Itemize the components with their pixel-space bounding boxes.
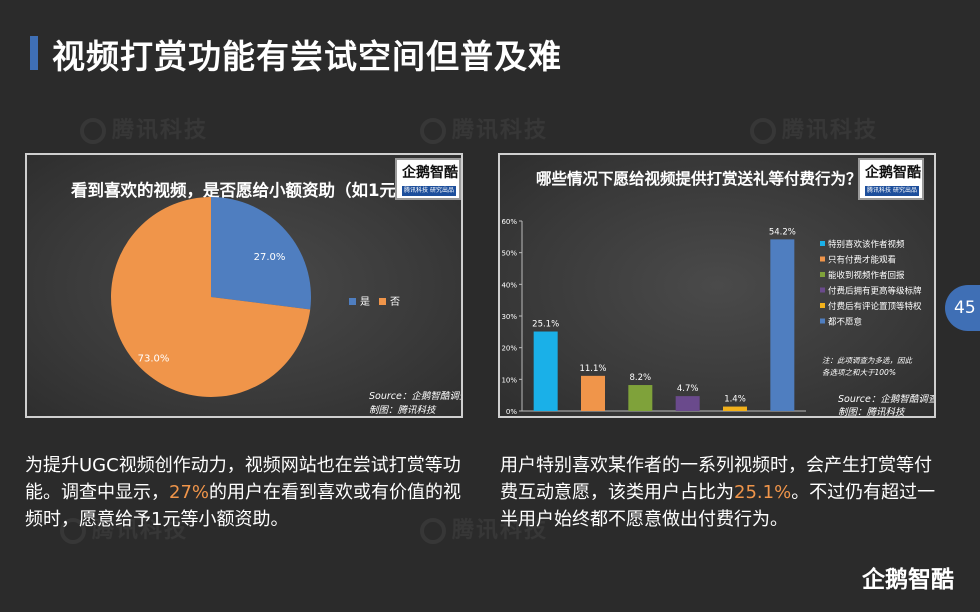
bar-chart: 0% 10% 20% 30% 40% 50% 60% 25.1% 11.1% 8.2% 4.7% 1.…	[501, 218, 922, 416]
legend-swatch	[820, 303, 825, 308]
bar-data-label: 54.2%	[769, 227, 796, 237]
bar	[533, 331, 558, 411]
legend-label: 都不愿意	[828, 317, 862, 328]
bar-chart-title: 哪些情况下愿给视频提供打赏送礼等付费行为？	[536, 170, 862, 188]
legend-swatch	[820, 272, 825, 277]
legend-label: 付费后有评论置顶等特权	[828, 301, 922, 312]
credit-note: 制图：腾讯科技	[369, 405, 436, 416]
legend-label: 只有付费才能观看	[828, 255, 896, 266]
pie-data-label: 27.0%	[254, 252, 286, 263]
brand-logo: 企鹅智酷 腾讯科技 研究出品	[395, 158, 461, 200]
pie-chart-title: 看到喜欢的视频，是否愿给小额资助（如1元）？	[71, 181, 429, 200]
left-summary: 为提升UGC视频创作动力，视频网站也在尝试打赏等功能。调查中显示，27%的用户在…	[25, 455, 462, 530]
watermark: 腾讯科技	[420, 112, 548, 144]
legend-swatch	[349, 298, 356, 305]
bar-data-label: 8.2%	[630, 373, 652, 383]
page-title: 视频打赏功能有尝试空间但普及难	[52, 37, 562, 76]
title-accent-bar	[30, 36, 38, 70]
pie-slice	[211, 197, 311, 310]
bar-data-label: 1.4%	[724, 395, 746, 405]
watermark: 腾讯科技	[420, 512, 548, 544]
chart-note: 各选项之和大于100%	[822, 368, 896, 377]
legend-label: 付费后拥有更高等级标牌	[828, 286, 922, 297]
legend-label: 能收到视频作者回报	[828, 270, 905, 281]
source-note: Source：企鹅智酷调查	[369, 391, 463, 402]
bar	[723, 406, 747, 411]
y-tick-label: 0%	[506, 408, 517, 416]
bar	[628, 385, 653, 411]
bar-data-label: 4.7%	[677, 384, 699, 394]
pie-chart-panel: 看到喜欢的视频，是否愿给小额资助（如1元）？ 企鹅智酷 腾讯科技 研究出品 27…	[25, 153, 463, 418]
legend-swatch	[820, 287, 825, 293]
watermark: 腾讯科技	[60, 512, 188, 544]
legend-label: 是	[360, 296, 370, 308]
legend-label: 特别喜欢该作者视频	[828, 239, 905, 250]
bar	[770, 239, 795, 411]
chart-note: 注：此项调查为多选，因此	[822, 356, 912, 365]
watermark: 腾讯科技	[750, 112, 878, 144]
source-note: Source：企鹅智酷调查	[838, 394, 936, 405]
watermark: 腾讯科技	[80, 112, 208, 144]
right-summary: 用户特别喜欢某作者的一系列视频时，会产生打赏等付费互动意愿，该类用户占比为25.…	[500, 455, 936, 530]
credit-note: 制图：腾讯科技	[838, 407, 905, 418]
page-number: 45	[945, 285, 980, 331]
y-tick-label: 60%	[501, 218, 517, 226]
bar	[581, 375, 605, 411]
legend-swatch	[820, 256, 825, 262]
bar-chart-panel: 哪些情况下愿给视频提供打赏送礼等付费行为？ 企鹅智酷 腾讯科技 研究出品 0% 1…	[498, 153, 936, 418]
y-tick-label: 50%	[501, 250, 517, 258]
pie-slice	[110, 197, 311, 397]
y-tick-label: 10%	[501, 376, 517, 384]
bar	[675, 396, 700, 411]
legend-label: 否	[390, 296, 400, 308]
bar-data-label: 25.1%	[532, 320, 559, 330]
brand-logo: 企鹅智酷 腾讯科技 研究出品	[858, 158, 924, 200]
bar-data-label: 11.1%	[579, 364, 606, 374]
legend-swatch	[379, 298, 386, 305]
y-tick-label: 30%	[501, 313, 517, 321]
pie-chart: 27.0% 73.0% 是 否	[110, 197, 400, 397]
brand-footer: 企鹅智酷	[862, 567, 954, 593]
legend-swatch	[820, 318, 825, 324]
y-tick-label: 20%	[501, 345, 517, 353]
legend-swatch	[820, 241, 825, 246]
pie-data-label: 73.0%	[138, 353, 170, 364]
y-tick-label: 40%	[501, 281, 517, 289]
